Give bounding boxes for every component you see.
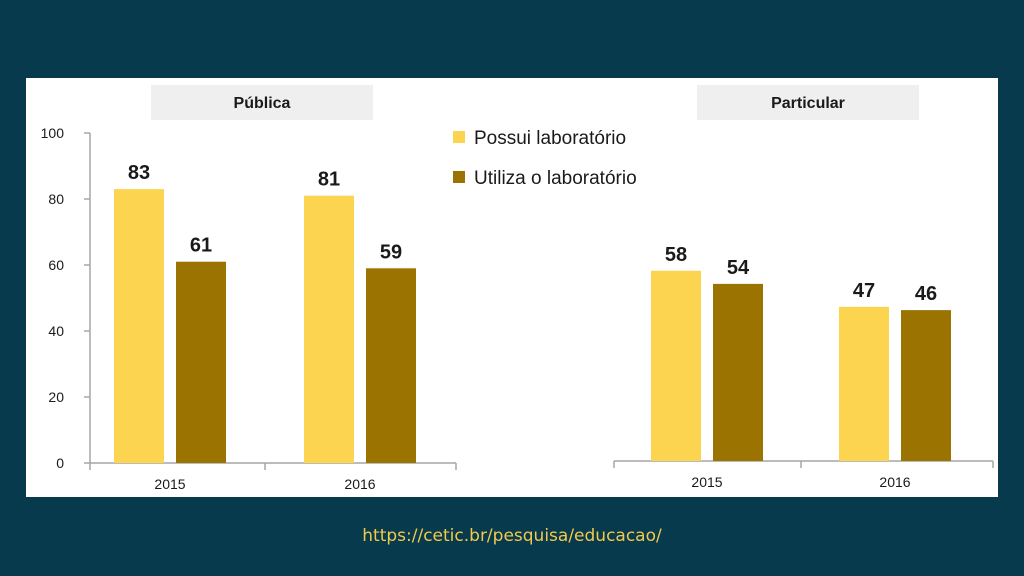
bar-value-label-1-2016-possui: 81 xyxy=(318,169,340,191)
chart-panel: Pública 0 20 40 60 80 100 83 61 2015 81 59 2016 Parti… xyxy=(26,78,998,497)
bar-value-label-2-2016-possui: 47 xyxy=(853,280,875,302)
chart-title-box-1 xyxy=(151,85,373,120)
bar-1-2015-possui xyxy=(114,189,164,463)
legend-label-utiliza: Utiliza o laboratório xyxy=(474,168,637,189)
y-tick-label-100: 100 xyxy=(41,125,65,141)
x-tick-label-2-2015: 2015 xyxy=(691,474,722,490)
bar-1-2016-utiliza xyxy=(366,268,416,463)
bar-value-label-2-2016-utiliza: 46 xyxy=(915,283,937,305)
bar-2-2016-possui xyxy=(839,306,889,461)
bar-2-2015-possui xyxy=(651,270,701,461)
chart-title-box-2 xyxy=(697,85,919,120)
bar-value-label-2-2015-possui: 58 xyxy=(665,244,687,266)
bar-1-2016-possui xyxy=(304,195,354,463)
chart-title-2: Particular xyxy=(771,95,845,112)
y-tick-label-20: 20 xyxy=(48,389,64,405)
legend-swatch-utiliza xyxy=(453,171,465,183)
bar-value-label-1-2015-possui: 83 xyxy=(128,162,150,184)
chart-title-1: Pública xyxy=(234,95,291,112)
bar-value-label-1-2016-utiliza: 59 xyxy=(380,241,402,263)
x-tick-label-2-2016: 2016 xyxy=(879,474,910,490)
source-link[interactable]: https://cetic.br/pesquisa/educacao/ xyxy=(362,526,662,546)
legend-swatch-possui xyxy=(453,131,465,143)
x-tick-label-1-2016: 2016 xyxy=(344,476,375,492)
y-tick-label-40: 40 xyxy=(48,323,64,339)
y-tick-label-0: 0 xyxy=(56,455,64,471)
bar-2-2015-utiliza xyxy=(713,283,763,461)
y-tick-label-80: 80 xyxy=(48,191,64,207)
x-tick-label-1-2015: 2015 xyxy=(154,476,185,492)
bar-value-label-1-2015-utiliza: 61 xyxy=(190,235,212,257)
y-tick-label-60: 60 xyxy=(48,257,64,273)
legend-label-possui: Possui laboratório xyxy=(474,128,626,149)
bar-1-2015-utiliza xyxy=(176,261,226,463)
bar-2-2016-utiliza xyxy=(901,310,951,461)
bar-value-label-2-2015-utiliza: 54 xyxy=(727,257,750,279)
chart-area: Pública 0 20 40 60 80 100 83 61 2015 81 59 2016 Parti… xyxy=(41,85,994,492)
